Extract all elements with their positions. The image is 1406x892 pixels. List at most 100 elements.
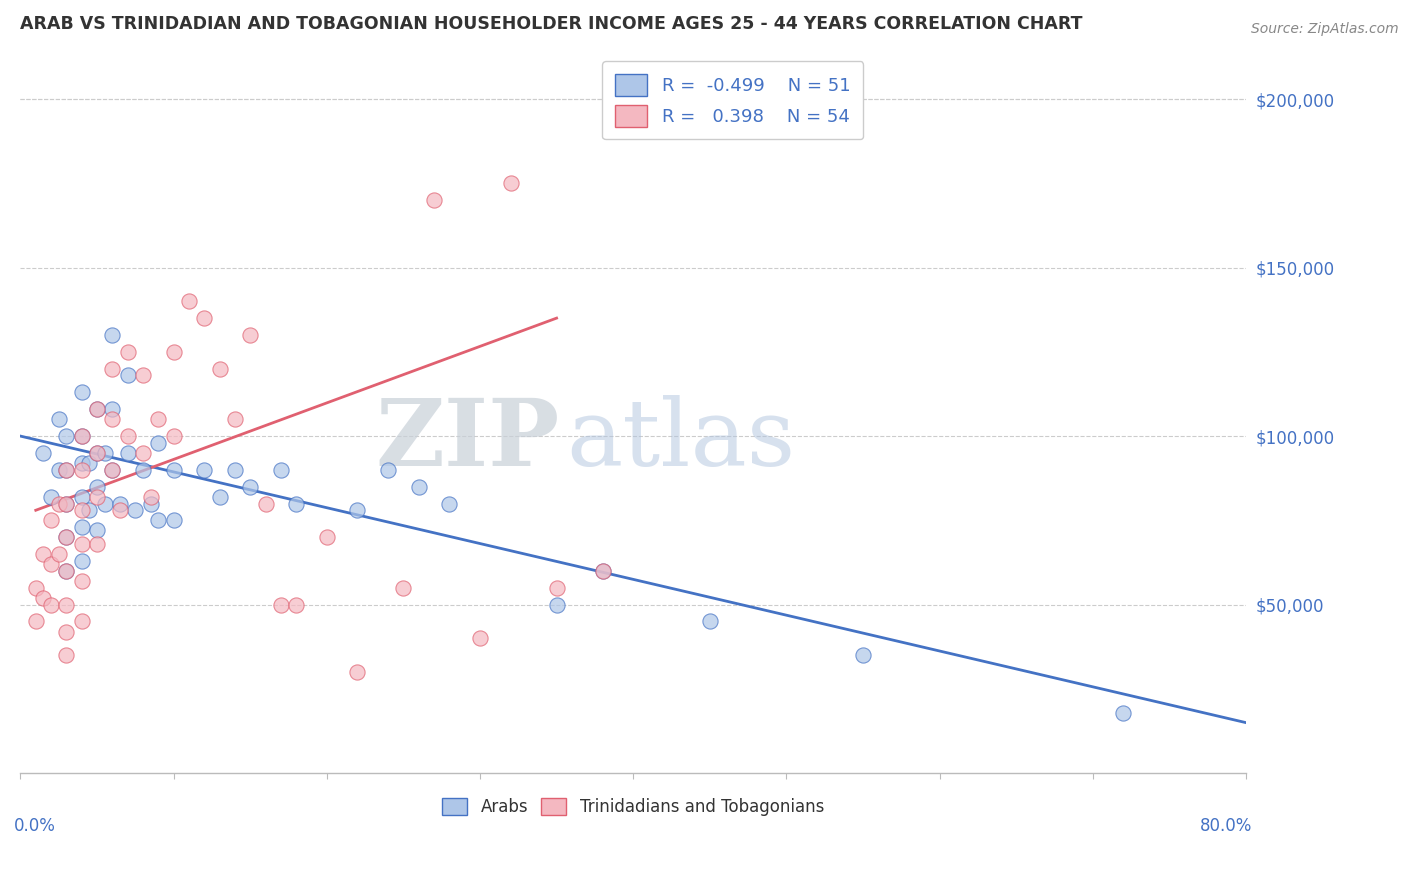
- Point: [70, 429, 93, 443]
- Point: [177, 294, 200, 309]
- Point: [48, 547, 70, 561]
- Point: [86, 446, 108, 460]
- Point: [55, 598, 77, 612]
- Point: [148, 412, 170, 426]
- Point: [117, 429, 139, 443]
- Point: [117, 446, 139, 460]
- Point: [132, 446, 155, 460]
- Point: [32, 446, 55, 460]
- Point: [101, 463, 124, 477]
- Point: [108, 496, 131, 510]
- Point: [108, 503, 131, 517]
- Point: [79, 503, 101, 517]
- Point: [55, 564, 77, 578]
- Point: [86, 446, 108, 460]
- Point: [93, 446, 115, 460]
- Point: [592, 564, 614, 578]
- Point: [239, 480, 262, 494]
- Text: atlas: atlas: [565, 395, 794, 485]
- Text: 80.0%: 80.0%: [1199, 817, 1251, 835]
- Point: [55, 530, 77, 544]
- Point: [852, 648, 875, 663]
- Point: [346, 503, 368, 517]
- Point: [315, 530, 337, 544]
- Point: [55, 496, 77, 510]
- Point: [70, 615, 93, 629]
- Point: [285, 598, 308, 612]
- Point: [546, 581, 568, 595]
- Point: [101, 328, 124, 343]
- Point: [24, 581, 46, 595]
- Point: [162, 463, 184, 477]
- Point: [70, 537, 93, 551]
- Point: [48, 496, 70, 510]
- Text: ZIP: ZIP: [375, 395, 560, 485]
- Point: [162, 513, 184, 527]
- Point: [101, 361, 124, 376]
- Point: [148, 435, 170, 450]
- Point: [55, 463, 77, 477]
- Point: [70, 456, 93, 470]
- Point: [70, 490, 93, 504]
- Point: [224, 412, 246, 426]
- Point: [423, 193, 446, 207]
- Point: [55, 530, 77, 544]
- Point: [193, 463, 215, 477]
- Point: [86, 490, 108, 504]
- Point: [117, 344, 139, 359]
- Point: [32, 547, 55, 561]
- Point: [132, 463, 155, 477]
- Point: [101, 402, 124, 417]
- Point: [86, 402, 108, 417]
- Point: [32, 591, 55, 605]
- Point: [55, 496, 77, 510]
- Point: [408, 480, 430, 494]
- Point: [93, 496, 115, 510]
- Point: [285, 496, 308, 510]
- Point: [499, 176, 522, 190]
- Point: [39, 490, 62, 504]
- Point: [439, 496, 461, 510]
- Point: [55, 564, 77, 578]
- Point: [139, 490, 162, 504]
- Point: [86, 480, 108, 494]
- Point: [24, 615, 46, 629]
- Point: [39, 558, 62, 572]
- Point: [70, 574, 93, 588]
- Point: [148, 513, 170, 527]
- Point: [208, 490, 231, 504]
- Text: 0.0%: 0.0%: [14, 817, 56, 835]
- Point: [101, 463, 124, 477]
- Point: [224, 463, 246, 477]
- Point: [55, 463, 77, 477]
- Point: [70, 463, 93, 477]
- Point: [55, 624, 77, 639]
- Point: [1112, 706, 1135, 720]
- Point: [208, 361, 231, 376]
- Text: Source: ZipAtlas.com: Source: ZipAtlas.com: [1251, 22, 1399, 37]
- Point: [468, 632, 491, 646]
- Point: [55, 648, 77, 663]
- Point: [70, 385, 93, 400]
- Point: [392, 581, 415, 595]
- Point: [86, 537, 108, 551]
- Point: [48, 412, 70, 426]
- Point: [70, 520, 93, 534]
- Point: [254, 496, 277, 510]
- Point: [270, 463, 292, 477]
- Point: [86, 402, 108, 417]
- Point: [592, 564, 614, 578]
- Point: [193, 311, 215, 326]
- Point: [132, 368, 155, 383]
- Text: ARAB VS TRINIDADIAN AND TOBAGONIAN HOUSEHOLDER INCOME AGES 25 - 44 YEARS CORRELA: ARAB VS TRINIDADIAN AND TOBAGONIAN HOUSE…: [21, 15, 1083, 33]
- Point: [117, 368, 139, 383]
- Point: [346, 665, 368, 679]
- Point: [124, 503, 146, 517]
- Point: [48, 463, 70, 477]
- Point: [139, 496, 162, 510]
- Point: [70, 503, 93, 517]
- Point: [101, 412, 124, 426]
- Legend: Arabs, Trinidadians and Tobagonians: Arabs, Trinidadians and Tobagonians: [436, 791, 831, 822]
- Point: [79, 456, 101, 470]
- Point: [270, 598, 292, 612]
